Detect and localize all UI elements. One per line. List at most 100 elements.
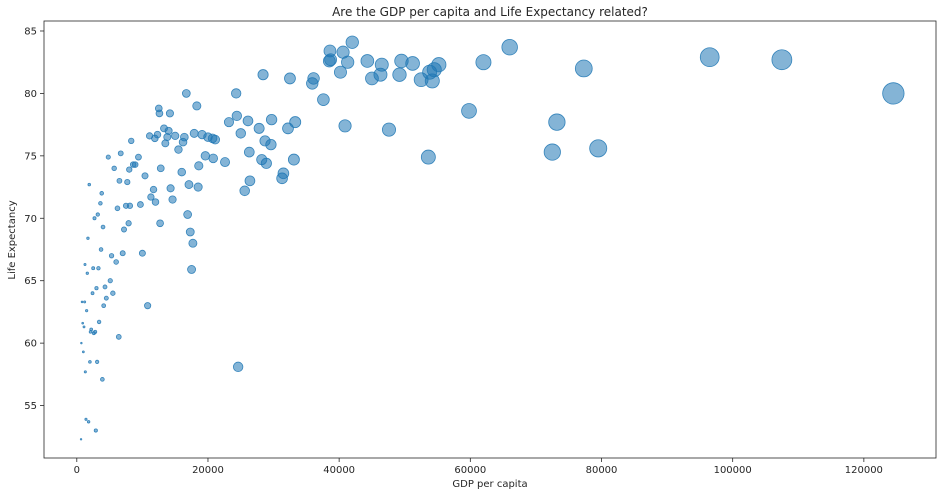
data-points: [79, 35, 905, 441]
y-tick-label: 70: [24, 214, 37, 225]
data-point: [105, 154, 111, 160]
data-point: [200, 151, 211, 161]
data-point: [129, 161, 137, 168]
data-point: [257, 69, 269, 81]
data-point: [96, 266, 101, 271]
x-tick-label: 40000: [323, 465, 355, 476]
data-point: [882, 82, 905, 105]
data-point: [113, 259, 119, 265]
data-point: [80, 300, 84, 304]
data-point: [178, 137, 188, 147]
data-point: [189, 128, 199, 138]
data-point: [93, 428, 98, 433]
data-point: [699, 47, 720, 68]
data-point: [111, 165, 117, 172]
data-point: [336, 45, 350, 59]
data-point: [188, 238, 198, 248]
data-point: [365, 71, 379, 86]
data-point: [119, 250, 126, 257]
x-tick-label: 80000: [586, 465, 618, 476]
x-axis-title: GDP per capita: [452, 479, 527, 490]
data-point: [259, 135, 271, 147]
data-point: [187, 265, 196, 274]
data-point: [333, 65, 347, 79]
data-point: [543, 143, 561, 161]
data-point: [86, 236, 90, 240]
data-point: [317, 93, 330, 106]
data-point: [115, 334, 122, 340]
data-point: [102, 284, 108, 290]
data-point: [128, 137, 135, 145]
data-point: [137, 201, 144, 208]
data-point: [103, 295, 109, 301]
data-point: [149, 185, 158, 194]
data-point: [160, 124, 168, 133]
data-point: [138, 249, 146, 257]
y-tick-label: 65: [24, 276, 37, 287]
data-point: [156, 219, 164, 228]
data-point: [88, 330, 93, 334]
x-tick-label: 100000: [714, 465, 752, 476]
data-point: [183, 210, 192, 219]
data-point: [99, 191, 104, 196]
data-point: [98, 247, 104, 252]
data-point: [322, 54, 336, 68]
data-point: [461, 103, 477, 119]
data-point: [92, 216, 97, 221]
data-point: [135, 153, 142, 161]
chart-title: Are the GDP per capita and Life Expectan…: [332, 5, 648, 19]
data-point: [232, 361, 244, 373]
data-point: [166, 184, 175, 193]
data-point: [420, 149, 436, 165]
data-point: [192, 101, 202, 111]
data-point: [194, 161, 204, 171]
data-point: [83, 370, 87, 374]
y-tick-label: 85: [24, 26, 37, 37]
data-point: [81, 321, 85, 325]
data-point: [208, 153, 218, 164]
data-point: [108, 253, 115, 259]
data-point: [100, 377, 105, 382]
data-point: [144, 302, 152, 310]
data-point: [181, 89, 191, 98]
data-point: [147, 193, 155, 201]
data-point: [276, 172, 288, 185]
x-tick-label: 120000: [845, 465, 883, 476]
data-point: [231, 88, 242, 99]
data-point: [193, 182, 203, 192]
data-point: [124, 178, 131, 186]
data-point: [231, 110, 242, 122]
data-point: [154, 104, 163, 113]
data-point: [501, 39, 518, 56]
data-point: [345, 35, 359, 49]
data-point: [95, 359, 100, 364]
data-point: [81, 350, 85, 354]
data-point: [100, 224, 106, 230]
data-point: [91, 266, 96, 271]
data-point: [381, 122, 397, 137]
data-point: [90, 291, 95, 296]
data-point: [80, 341, 83, 345]
data-point: [83, 263, 87, 266]
x-tick-label: 20000: [192, 465, 224, 476]
data-point: [242, 115, 254, 127]
data-point: [165, 109, 174, 118]
data-point: [145, 132, 154, 140]
data-point: [171, 131, 180, 140]
data-point: [79, 438, 83, 441]
data-point: [126, 166, 133, 173]
y-tick-label: 55: [24, 401, 37, 412]
data-point: [253, 122, 265, 134]
data-point: [95, 212, 100, 217]
y-tick-label: 60: [24, 339, 37, 350]
y-tick-label: 75: [24, 151, 37, 162]
data-point: [360, 54, 375, 68]
data-point: [220, 157, 230, 168]
data-point: [284, 72, 296, 85]
data-point: [174, 145, 183, 154]
data-point: [121, 226, 127, 233]
data-point: [239, 185, 250, 197]
plot-area: [43, 20, 937, 459]
data-point: [125, 220, 132, 227]
